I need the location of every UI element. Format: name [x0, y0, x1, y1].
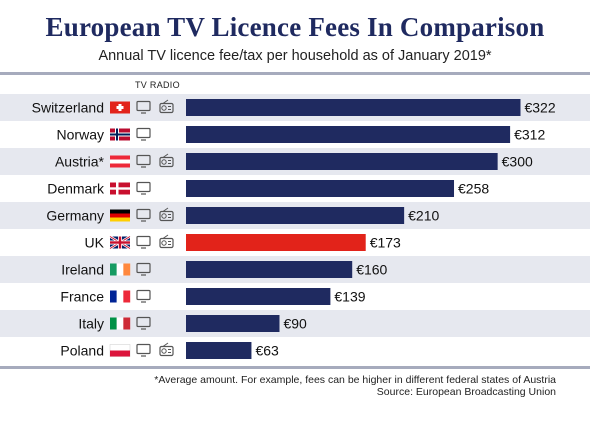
country-label: UK [85, 235, 105, 251]
bottom-divider [0, 366, 590, 369]
bar [186, 207, 405, 224]
bar-row: Denmark €258 [47, 180, 489, 197]
flag-icon [110, 263, 131, 276]
bar [186, 99, 521, 116]
value-label: €258 [458, 181, 489, 197]
country-label: Ireland [61, 262, 104, 278]
bar [186, 180, 455, 197]
bar-row: Switzerland €322 [0, 94, 590, 121]
bar-row: Poland €63 [60, 342, 279, 359]
radio-icon [159, 99, 174, 114]
tv-radio-column-heading: TV RADIO [135, 80, 180, 90]
tv-icon [136, 181, 151, 195]
tv-icon [136, 316, 151, 330]
row-band [0, 310, 590, 337]
country-label: Germany [46, 208, 104, 224]
country-label: Italy [78, 316, 104, 332]
flag-icon [109, 344, 131, 357]
country-label: Denmark [47, 181, 105, 197]
bar [186, 234, 366, 251]
tv-icon [136, 208, 151, 222]
flag-icon [110, 317, 131, 330]
bar [186, 153, 498, 170]
flag-icon [110, 290, 131, 303]
country-label: Norway [57, 127, 104, 143]
chart-subtitle: Annual TV licence fee/tax per household … [98, 48, 492, 64]
tv-icon [136, 289, 151, 303]
bar-row: Austria* €300 [0, 148, 590, 175]
flag-icon [110, 182, 130, 195]
radio-icon [159, 207, 174, 222]
tv-icon [136, 154, 151, 168]
value-label: €322 [524, 100, 555, 116]
bar-row: UK €173 [85, 234, 401, 251]
top-divider [0, 72, 590, 75]
bar-row: Ireland €160 [0, 256, 590, 283]
bar [186, 342, 252, 359]
country-label: Austria* [55, 154, 105, 170]
bar [186, 261, 353, 278]
country-label: Switzerland [32, 100, 104, 116]
flag-icon [110, 209, 130, 222]
value-label: €312 [514, 127, 545, 143]
radio-icon [159, 234, 174, 249]
value-label: €139 [334, 289, 365, 305]
tv-icon [136, 127, 151, 141]
bar [186, 126, 511, 143]
radio-icon [159, 153, 174, 168]
country-label: Poland [60, 343, 104, 359]
chart-title: European TV Licence Fees In Comparison [45, 12, 545, 42]
value-label: €90 [283, 316, 307, 332]
flag-icon [110, 128, 130, 141]
source-note: Source: European Broadcasting Union [376, 386, 556, 398]
bar [186, 288, 331, 305]
tv-icon [136, 343, 151, 357]
value-label: €63 [255, 343, 279, 359]
tv-icon [136, 262, 151, 276]
radio-icon [159, 342, 174, 357]
flag-icon [110, 155, 130, 168]
value-label: €300 [502, 154, 533, 170]
flag-icon [109, 235, 131, 250]
country-label: France [60, 289, 104, 305]
value-label: €173 [370, 235, 401, 251]
bar-row: France €139 [60, 288, 366, 305]
value-label: €210 [408, 208, 439, 224]
footnote: *Average amount. For example, fees can b… [154, 374, 556, 386]
tv-icon [136, 100, 151, 114]
flag-icon [110, 101, 130, 114]
value-label: €160 [356, 262, 387, 278]
bar [186, 315, 280, 332]
bar-row: Germany €210 [0, 202, 590, 229]
bar-row: Italy €90 [0, 310, 590, 337]
tv-icon [136, 235, 151, 249]
bar-row: Norway €312 [57, 126, 545, 143]
